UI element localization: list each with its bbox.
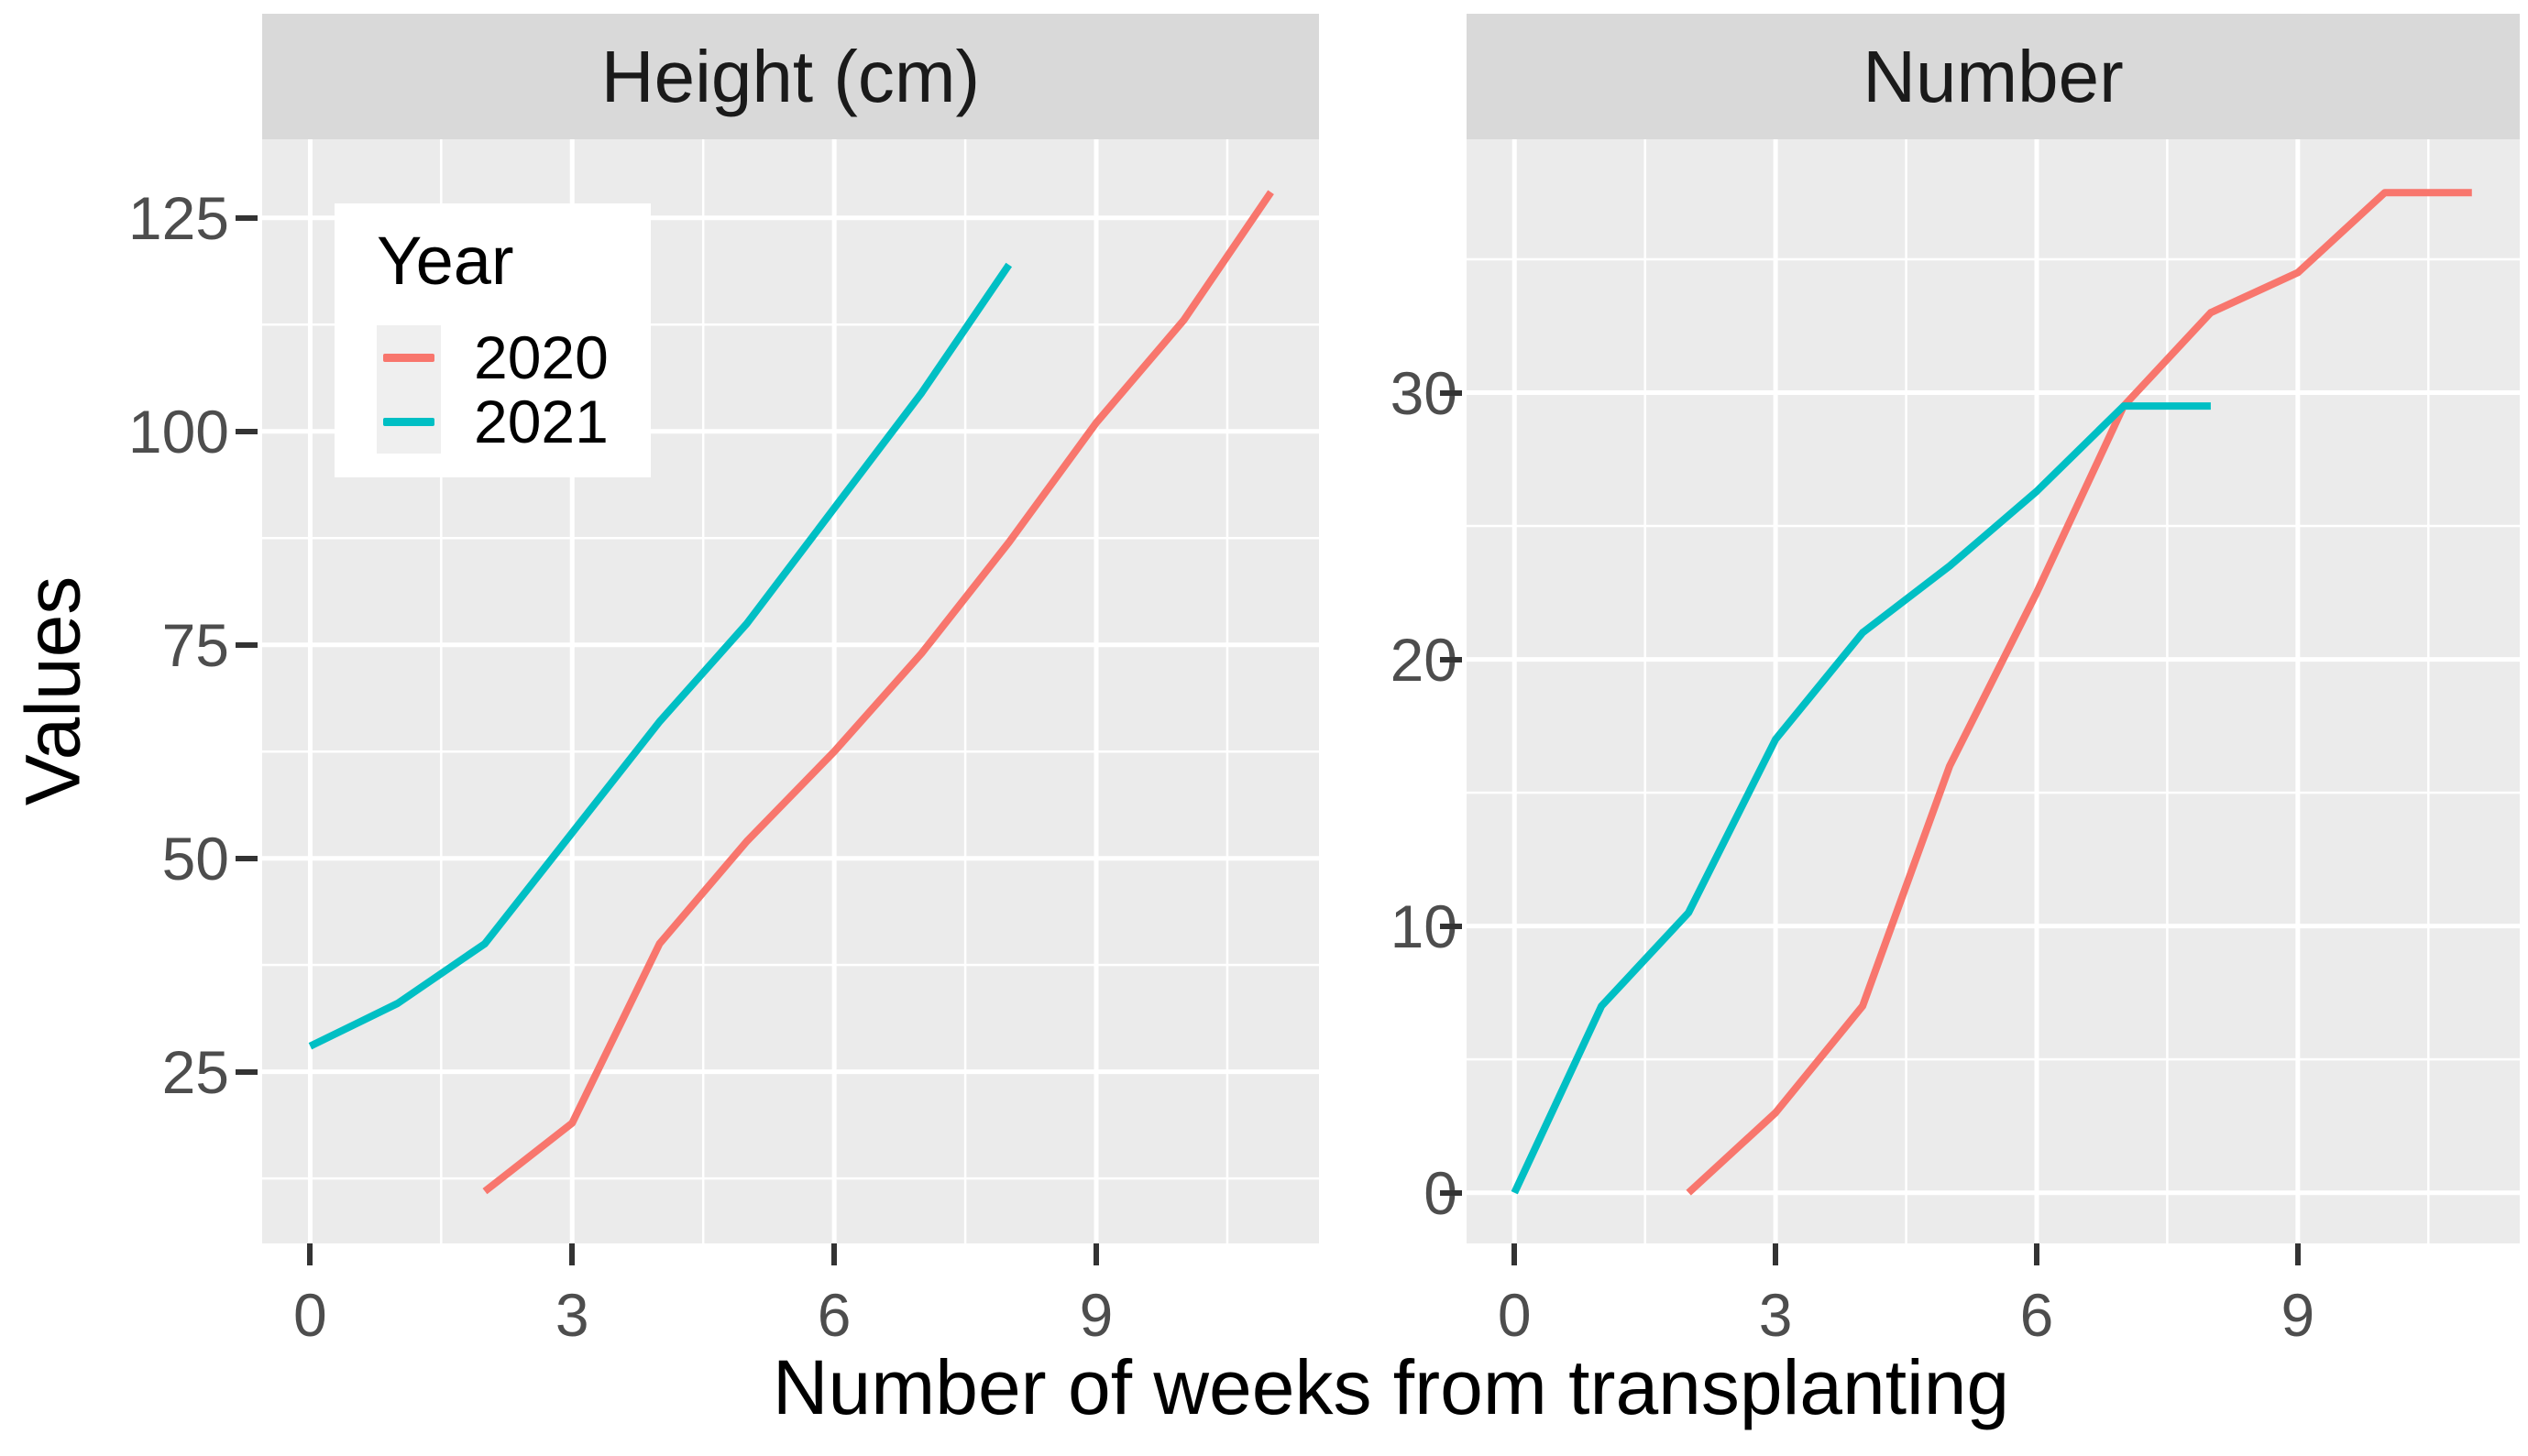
- y-tick-mark: [236, 855, 258, 861]
- panel-number: [1467, 139, 2520, 1243]
- legend-title: Year: [377, 223, 514, 299]
- x-axis-ticks-number: 0 3 6 9: [1467, 1243, 2520, 1390]
- x-tick-mark: [1094, 1243, 1099, 1265]
- line-2020: [482, 190, 1274, 1195]
- y-axis-title: Values: [9, 575, 96, 806]
- y-tick-mark: [236, 428, 258, 434]
- x-axis-title: Number of weeks from transplanting: [772, 1344, 2010, 1430]
- y-axis-labels-height: 25 50 75 100 125: [0, 139, 229, 1243]
- x-axis-ticks-height: 0 3 6 9: [262, 1243, 1319, 1390]
- y-tick-label: 25: [161, 1037, 229, 1106]
- legend-key-line-2020: [383, 353, 434, 362]
- legend-item-2021: 2021: [335, 388, 651, 455]
- y-tick-mark: [1440, 923, 1462, 929]
- line-2021: [1511, 402, 2211, 1195]
- y-tick-mark: [236, 641, 258, 648]
- x-tick-label: 0: [1497, 1281, 1532, 1349]
- facet-strip-number: Number: [1467, 14, 2520, 139]
- x-tick-label: 9: [1079, 1281, 1114, 1349]
- y-tick-mark: [236, 214, 258, 221]
- y-tick-mark: [1440, 1189, 1462, 1196]
- x-tick-label: 3: [1758, 1281, 1793, 1349]
- legend-item-2020: 2020: [335, 323, 651, 391]
- x-tick-mark: [831, 1243, 838, 1265]
- y-tick-label: 75: [161, 610, 229, 679]
- x-tick-mark: [1511, 1243, 1518, 1265]
- x-tick-label: 6: [817, 1281, 852, 1349]
- y-tick-mark: [236, 1068, 258, 1075]
- facet-title-height: Height (cm): [600, 35, 981, 117]
- y-tick-label: 100: [127, 397, 229, 465]
- line-2021: [308, 262, 1013, 1050]
- y-tick-mark: [1440, 656, 1462, 662]
- y-axis-ticks-number: [1440, 139, 1462, 1243]
- facet-strip-height: Height (cm): [262, 14, 1319, 139]
- legend-label-2021: 2021: [474, 388, 609, 455]
- y-axis-ticks-height: [236, 139, 258, 1243]
- facet-title-number: Number: [1863, 35, 2124, 117]
- x-tick-mark: [2294, 1243, 2301, 1265]
- y-tick-label: 125: [127, 183, 229, 252]
- x-tick-label: 9: [2281, 1281, 2315, 1349]
- y-tick-label: 50: [161, 824, 229, 892]
- line-2020: [1686, 189, 2472, 1196]
- x-tick-label: 0: [293, 1281, 327, 1349]
- legend-key-2021: [377, 389, 441, 454]
- x-tick-mark: [1773, 1243, 1779, 1265]
- x-tick-mark: [307, 1243, 313, 1265]
- y-axis-labels-number: 0 10 20 30: [1237, 139, 1457, 1243]
- legend-key-2020: [377, 325, 441, 389]
- y-tick-mark: [1440, 389, 1462, 396]
- x-tick-label: 3: [555, 1281, 589, 1349]
- legend: Year 2020 2021: [335, 203, 651, 477]
- x-tick-label: 6: [2019, 1281, 2054, 1349]
- x-tick-mark: [569, 1243, 576, 1265]
- x-tick-mark: [2033, 1243, 2039, 1265]
- legend-key-line-2021: [383, 417, 434, 426]
- legend-label-2020: 2020: [474, 323, 609, 391]
- panel-number-plot: [1467, 139, 2520, 1243]
